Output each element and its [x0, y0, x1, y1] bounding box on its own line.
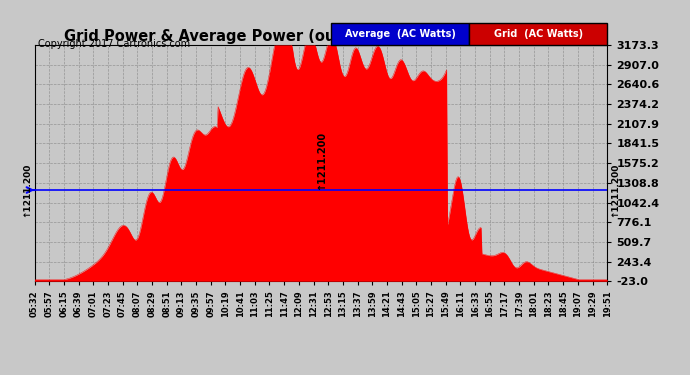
FancyBboxPatch shape	[469, 23, 607, 45]
Text: ↑1211.200: ↑1211.200	[316, 131, 326, 190]
Title: Grid Power & Average Power (output watts)  Mon Jul 31 20:10: Grid Power & Average Power (output watts…	[64, 29, 578, 44]
Text: Grid  (AC Watts): Grid (AC Watts)	[493, 29, 583, 39]
Text: ↑1211.200: ↑1211.200	[610, 163, 619, 217]
FancyBboxPatch shape	[331, 23, 469, 45]
Text: ↑1211.200: ↑1211.200	[23, 163, 32, 217]
Text: Average  (AC Watts): Average (AC Watts)	[345, 29, 455, 39]
Text: Copyright 2017 Cartronics.com: Copyright 2017 Cartronics.com	[38, 39, 190, 50]
